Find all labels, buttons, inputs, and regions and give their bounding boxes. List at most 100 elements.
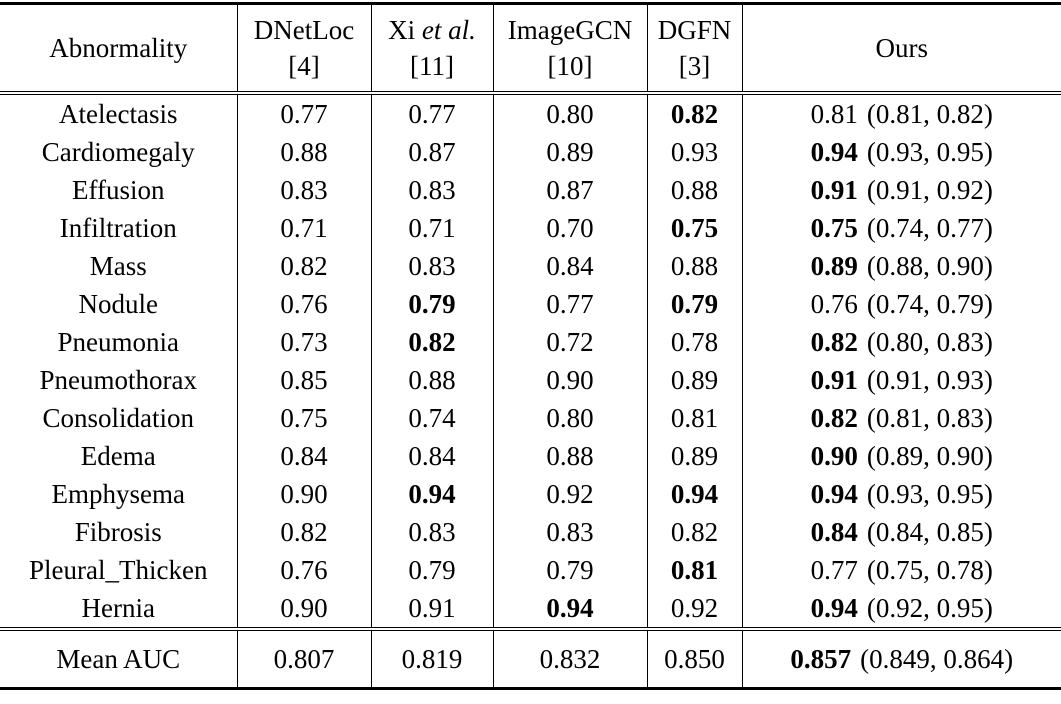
auc-value-cell: 0.71 [370, 209, 493, 247]
auc-value-cell: 0.70 [492, 209, 647, 247]
auc-value-cell: 0.80 [492, 399, 647, 437]
auc-value: 0.81 [670, 403, 719, 433]
auc-value: 0.93 [670, 137, 719, 167]
auc-value: 0.71 [408, 213, 456, 243]
auc-value-cell: 0.92 [492, 475, 647, 513]
auc-value-cell: 0.94 [646, 475, 742, 513]
column-header-method-2: Xi et al. [11] [370, 3, 493, 95]
auc-value-cell: 0.89 [646, 437, 742, 475]
table-row: Pneumonia 0.73 0.82 0.72 0.78 0.82 (0.80, 0.83… [0, 323, 1061, 361]
auc-value: 0.94 [670, 479, 719, 509]
ours-auc-value: 0.94 [810, 479, 858, 509]
ours-confidence-interval: (0.75, 0.78) [866, 555, 993, 585]
ours-value-cell: 0.94 (0.93, 0.95) [741, 475, 1061, 513]
auc-value: 0.82 [280, 251, 328, 281]
auc-value: 0.76 [280, 289, 328, 319]
table-row: Effusion 0.83 0.83 0.87 0.88 0.91 (0.91, 0.92) [0, 171, 1061, 209]
auc-value: 0.75 [280, 403, 328, 433]
ours-confidence-interval: (0.91, 0.93) [866, 365, 993, 395]
table-row: Pneumothorax 0.85 0.88 0.90 0.89 0.91 (0.91, 0… [0, 361, 1061, 399]
method-ref: [4] [288, 51, 320, 81]
table-row: Nodule 0.76 0.79 0.77 0.79 0.76 (0.74, 0.79) [0, 285, 1061, 323]
ours-confidence-interval: (0.92, 0.95) [866, 593, 993, 623]
ours-auc-value: 0.94 [810, 137, 858, 167]
mean-auc-value: 0.850 [664, 644, 725, 674]
auc-value-cell: 0.73 [236, 323, 371, 361]
auc-value-cell: 0.83 [370, 513, 493, 551]
auc-value: 0.77 [546, 289, 594, 319]
auc-value: 0.94 [408, 479, 456, 509]
ours-value-cell: 0.94 (0.92, 0.95) [741, 589, 1061, 631]
auc-value-cell: 0.87 [370, 133, 493, 171]
table-row: Mass 0.82 0.83 0.84 0.88 0.89 (0.88, 0.90) [0, 247, 1061, 285]
auc-value: 0.79 [408, 555, 456, 585]
table-body: Atelectasis 0.77 0.77 0.80 0.82 0.81 (0.81, 0.… [0, 93, 1061, 631]
ours-auc-value: 0.82 [810, 327, 858, 357]
auc-value: 0.74 [408, 403, 456, 433]
ours-confidence-interval: (0.81, 0.83) [866, 403, 993, 433]
abnormality-label: Consolidation [42, 403, 194, 433]
mean-auc-value: 0.807 [273, 644, 335, 674]
ours-confidence-interval: (0.88, 0.90) [866, 251, 993, 281]
auc-value: 0.88 [408, 365, 456, 395]
auc-value: 0.84 [546, 251, 594, 281]
abnormality-label: Effusion [72, 175, 165, 205]
method-name: Xi et al. [372, 12, 493, 48]
column-header-method-3: ImageGCN [10] [492, 3, 647, 95]
auc-value-cell: 0.88 [646, 171, 742, 209]
ours-confidence-interval: (0.84, 0.85) [866, 517, 993, 547]
auc-value-cell: 0.81 [646, 399, 742, 437]
column-header-ours: Ours [741, 3, 1061, 95]
abnormality-label: Infiltration [59, 213, 177, 243]
ours-value-cell: 0.94 (0.93, 0.95) [741, 133, 1061, 171]
auc-value-cell: 0.88 [370, 361, 493, 399]
abnormality-label: Emphysema [51, 479, 185, 509]
auc-value: 0.91 [408, 593, 456, 623]
auc-value: 0.90 [546, 365, 594, 395]
auc-value-cell: 0.83 [370, 247, 493, 285]
method-name: DNetLoc [238, 12, 371, 48]
auc-value-cell: 0.80 [492, 93, 647, 133]
ours-value-cell: 0.76 (0.74, 0.79) [741, 285, 1061, 323]
ours-auc-value: 0.76 [810, 289, 858, 319]
abnormality-label: Cardiomegaly [41, 137, 195, 167]
auc-value: 0.76 [280, 555, 328, 585]
auc-value-cell: 0.79 [370, 551, 493, 589]
auc-value-cell: 0.77 [236, 93, 371, 133]
auc-value-cell: 0.78 [646, 323, 742, 361]
auc-value-cell: 0.79 [370, 285, 493, 323]
auc-value-cell: 0.83 [492, 513, 647, 551]
method-name: ImageGCN [494, 12, 647, 48]
ours-value-cell: 0.75 (0.74, 0.77) [741, 209, 1061, 247]
auc-value-cell: 0.85 [236, 361, 371, 399]
auc-value: 0.83 [408, 251, 456, 281]
abnormality-label: Nodule [78, 289, 158, 319]
auc-value: 0.84 [408, 441, 456, 471]
method-name-text: DGFN [657, 15, 732, 45]
ours-confidence-interval: (0.89, 0.90) [866, 441, 993, 471]
auc-value: 0.83 [408, 175, 456, 205]
auc-value-cell: 0.84 [370, 437, 493, 475]
abnormality-label: Mass [89, 251, 147, 281]
ours-value-cell: 0.82 (0.81, 0.83) [741, 399, 1061, 437]
ours-value-cell: 0.77 (0.75, 0.78) [741, 551, 1061, 589]
auc-value-cell: 0.83 [370, 171, 493, 209]
auc-value: 0.72 [546, 327, 594, 357]
ours-confidence-interval: (0.91, 0.92) [866, 175, 993, 205]
auc-value-cell: 0.93 [646, 133, 742, 171]
abnormality-label: Atelectasis [59, 99, 178, 129]
mean-auc-cell: 0.819 [370, 629, 493, 689]
auc-value-cell: 0.75 [236, 399, 371, 437]
auc-value: 0.85 [280, 365, 328, 395]
ours-confidence-interval: (0.74, 0.77) [866, 213, 993, 243]
auc-value: 0.87 [408, 137, 456, 167]
auc-value-cell: 0.82 [236, 247, 371, 285]
table-header: Abnormality DNetLoc [4] Xi et al. [11] Ima… [0, 3, 1061, 95]
auc-value: 0.89 [546, 137, 594, 167]
ours-auc-value: 0.82 [810, 403, 858, 433]
auc-value: 0.83 [408, 517, 456, 547]
auc-value-cell: 0.82 [370, 323, 493, 361]
auc-value-cell: 0.90 [492, 361, 647, 399]
table-row: Cardiomegaly 0.88 0.87 0.89 0.93 0.94 (0.93, 0… [0, 133, 1061, 171]
